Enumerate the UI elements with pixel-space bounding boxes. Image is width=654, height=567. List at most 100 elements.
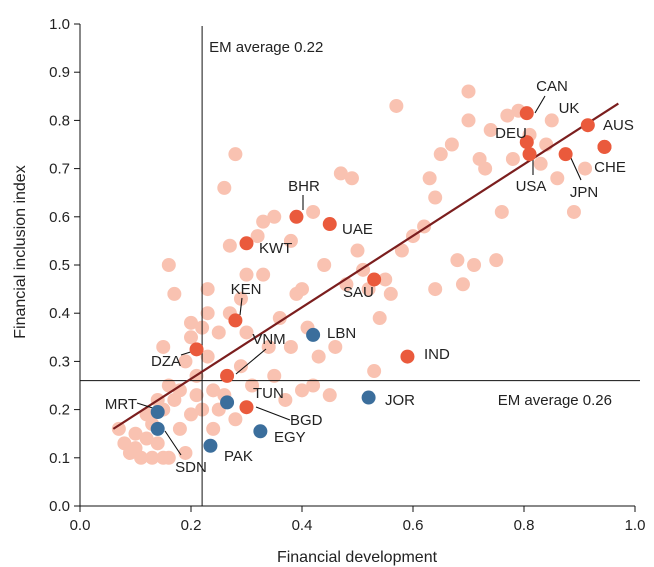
y-tick-label-7: 0.7 <box>49 161 70 178</box>
data-point-68 <box>328 339 343 354</box>
point-tun <box>220 395 235 410</box>
leader-vnm <box>235 348 267 375</box>
point-bgd <box>239 400 254 415</box>
data-point-55 <box>272 311 287 326</box>
data-point-23 <box>178 354 193 369</box>
point-mrt <box>150 405 165 420</box>
data-point-45 <box>233 291 248 306</box>
point-bhr <box>289 209 304 224</box>
data-point-92 <box>467 258 482 272</box>
data-point-87 <box>444 137 459 152</box>
data-point-63 <box>306 204 321 219</box>
data-point-56 <box>278 392 293 407</box>
data-point-78 <box>383 286 398 301</box>
leader-can <box>534 95 546 114</box>
data-point-36 <box>211 325 226 340</box>
data-point-105 <box>550 171 565 186</box>
y-tick-label-5: 0.5 <box>49 257 70 274</box>
trend-line-group <box>112 102 619 430</box>
data-point-76 <box>372 311 387 326</box>
data-point-49 <box>250 229 265 244</box>
data-point-66 <box>317 258 332 272</box>
data-point-97 <box>494 204 509 219</box>
data-point-38 <box>217 180 232 195</box>
data-point-79 <box>389 98 404 113</box>
label-lbn: LBN <box>327 325 356 342</box>
data-point-48 <box>245 378 260 393</box>
highlighted-points <box>150 106 612 453</box>
data-point-0 <box>111 421 126 436</box>
point-egy <box>253 424 268 439</box>
point-can <box>519 106 534 121</box>
point-dza <box>189 342 204 357</box>
y-tick-label-9: 0.9 <box>49 64 70 81</box>
data-point-26 <box>184 315 198 330</box>
data-point-53 <box>267 209 282 224</box>
reference-lines: EM average 0.22 EM average 0.26 <box>80 26 640 506</box>
data-point-85 <box>428 190 443 205</box>
y-tick-label-0: 0.0 <box>49 498 70 515</box>
data-point-94 <box>478 161 493 176</box>
x-tick-label-4: 0.8 <box>514 517 535 534</box>
point-ind <box>400 349 415 364</box>
data-point-15 <box>161 450 176 465</box>
point-sau <box>367 272 382 287</box>
leader-jpn <box>569 155 582 181</box>
data-point-104 <box>544 113 559 128</box>
highlighted-labels: CAN UK AUS DEU USA JPN CHE BHR UAE KWT SAU KEN DZA VN… <box>105 78 634 476</box>
x-axis-title: Financial development <box>277 549 438 566</box>
axes: 0.0 0.1 0.2 0.3 0.4 0.5 0.6 0.7 0.8 0.9 1.0 0.0 0.2 0… <box>49 16 645 534</box>
data-point-31 <box>200 349 215 364</box>
data-point-32 <box>200 306 215 321</box>
label-tun: TUN <box>253 385 284 402</box>
point-kwt <box>239 236 254 251</box>
y-tick-label-1: 0.1 <box>49 450 70 467</box>
label-egy: EGY <box>274 429 306 446</box>
label-uk: UK <box>559 100 580 117</box>
point-usa <box>522 147 537 162</box>
label-sau: SAU <box>343 284 374 301</box>
data-point-35 <box>206 383 221 398</box>
point-ken <box>228 313 243 328</box>
y-tick-label-4: 0.4 <box>49 305 70 322</box>
y-tick-label-3: 0.3 <box>49 353 70 370</box>
vertical-reference-label: EM average 0.22 <box>209 39 323 56</box>
data-point-4 <box>128 426 143 441</box>
label-pak: PAK <box>224 448 253 465</box>
data-point-44 <box>233 359 248 374</box>
data-point-99 <box>505 151 520 166</box>
trend-line <box>112 102 619 430</box>
data-point-84 <box>428 282 443 297</box>
data-point-21 <box>172 383 187 398</box>
data-point-40 <box>222 238 237 253</box>
data-point-65 <box>311 349 326 364</box>
data-point-52 <box>261 339 276 354</box>
data-point-6 <box>139 431 154 446</box>
data-point-22 <box>178 445 193 460</box>
data-point-58 <box>283 339 298 354</box>
horizontal-reference-label: EM average 0.26 <box>498 392 612 409</box>
data-point-96 <box>489 253 504 268</box>
data-point-42 <box>228 147 243 162</box>
data-point-24 <box>184 330 198 345</box>
x-tick-label-1: 0.2 <box>181 517 202 534</box>
data-point-106 <box>566 204 581 219</box>
label-sdn: SDN <box>175 459 207 476</box>
data-point-47 <box>239 325 254 340</box>
data-point-34 <box>206 421 221 436</box>
label-jor: JOR <box>385 392 415 409</box>
data-point-60 <box>295 282 309 297</box>
data-point-17 <box>161 258 176 272</box>
data-point-95 <box>483 123 498 138</box>
y-tick-label-2: 0.2 <box>49 402 70 419</box>
data-point-98 <box>500 108 515 123</box>
point-sdn <box>150 421 165 436</box>
y-axis-title: Financial inclusion index <box>12 165 29 338</box>
label-deu: DEU <box>495 125 527 142</box>
point-lbn <box>306 327 321 342</box>
data-point-14 <box>156 339 171 354</box>
leader-ken <box>239 297 243 316</box>
point-jpn <box>558 147 573 162</box>
x-tick-label-5: 1.0 <box>625 517 646 534</box>
